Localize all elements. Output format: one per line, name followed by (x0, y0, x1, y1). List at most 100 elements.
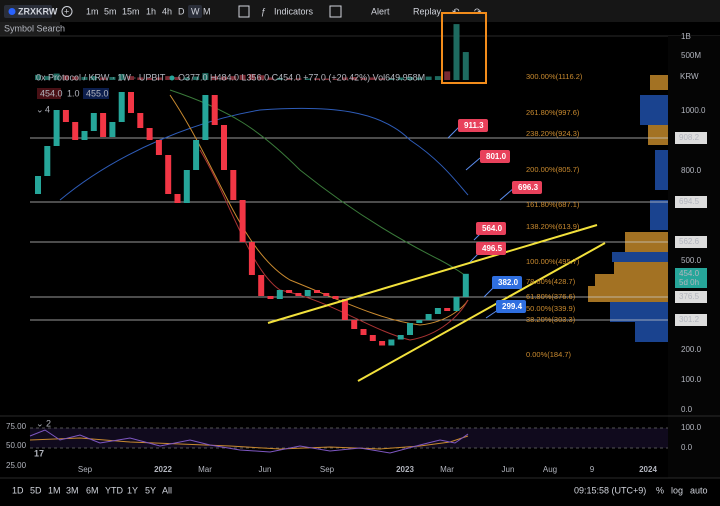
volume-bar (369, 77, 376, 80)
profile-bar (650, 75, 668, 90)
replay-button[interactable]: Replay (413, 6, 442, 16)
volume-bar (416, 77, 423, 80)
layout-icon[interactable] (329, 5, 342, 18)
volume-bars (35, 24, 469, 81)
time-tick: 9 (590, 465, 595, 474)
volume-tick: 1B (681, 32, 691, 41)
price-tick: 100.0 (681, 375, 702, 384)
volume-bar (230, 76, 237, 80)
symbol-box[interactable] (4, 5, 52, 18)
candle (444, 308, 451, 311)
undo[interactable]: ↶ (452, 6, 460, 16)
candle (81, 131, 88, 140)
time-tick: 2024 (639, 465, 657, 474)
ma-blue (59, 107, 469, 201)
candle (146, 128, 153, 140)
callout-box (496, 300, 526, 313)
interval-button[interactable]: 4h (162, 6, 172, 16)
callouts: 911.3 801.0 696.3 564.0 496.5 382.0 299.… (447, 119, 542, 319)
range-button[interactable]: All (162, 485, 172, 495)
candle (239, 200, 246, 242)
callout: 801.0 (486, 152, 507, 161)
range-button[interactable]: YTD (105, 485, 124, 495)
candle (155, 140, 162, 155)
volume-bar (193, 76, 200, 80)
badge (83, 88, 109, 99)
price-tag: 908.2 (679, 133, 700, 142)
rsi-right-tick: 0.0 (681, 443, 693, 452)
range-button[interactable]: 3M (66, 485, 79, 495)
volume-bar (72, 76, 79, 80)
volume-bar (155, 77, 162, 80)
rsi-toggle[interactable]: ⌄ (36, 418, 44, 428)
interval-active (188, 5, 202, 18)
time-tick: Sep (320, 465, 335, 474)
symbol-search-bar[interactable] (0, 22, 60, 36)
range-buttons: 1D 5D 1M 3M 6M YTD 1Y 5Y All (12, 485, 172, 495)
rsi-band (30, 428, 668, 448)
percent-toggle[interactable]: % (656, 485, 664, 495)
chart-type-icon[interactable] (238, 5, 250, 18)
callout-pointer (469, 253, 479, 263)
range-button[interactable]: 1Y (127, 485, 138, 495)
time-axis: Sep 2022 Mar Jun Sep 2023 Mar Jun Aug 9 2024 (78, 465, 658, 474)
volume-bar (62, 75, 69, 80)
legend-toggle[interactable]: ⌄ (36, 104, 44, 114)
range-button[interactable]: 5D (30, 485, 42, 495)
candle (221, 125, 227, 170)
volume-bar (434, 76, 441, 80)
callout: 696.3 (518, 183, 539, 192)
rsi-tick: 75.00 (6, 422, 27, 431)
price-tick: 1000.0 (681, 106, 706, 115)
redo[interactable]: ↷ (474, 6, 482, 16)
symbol[interactable]: ZRXKRW (18, 6, 58, 16)
interval-group: 1m 5m 15m 1h 4h D W M (86, 5, 211, 18)
indicators-button[interactable]: Indicators (274, 6, 314, 16)
interval-button[interactable]: 1h (146, 6, 156, 16)
candle (53, 110, 60, 146)
price-tag: 694.5 (679, 197, 700, 206)
callout-pointer (483, 286, 495, 298)
ma-red (199, 149, 469, 341)
profile-bar (640, 95, 668, 125)
price-axis: KRW 1B 500M 1000.0 800.0 500.0 200.0 100… (675, 32, 707, 414)
candle (100, 113, 107, 137)
rsi-tick: 50.00 (6, 441, 27, 450)
interval-button[interactable]: 15m (122, 6, 140, 16)
volume-bar (351, 76, 358, 80)
volume-bar (165, 76, 172, 80)
range-button[interactable]: 1M (48, 485, 61, 495)
time-tick: Mar (198, 465, 212, 474)
range-button[interactable]: 5Y (145, 485, 156, 495)
range-button[interactable]: 1D (12, 485, 24, 495)
log-toggle[interactable]: log (671, 485, 683, 495)
profile-bar (650, 200, 668, 230)
volume-bar (100, 77, 107, 80)
volume-bar (462, 52, 469, 80)
compare-icon[interactable] (61, 6, 73, 17)
indicator-count[interactable]: 4 (45, 104, 50, 114)
volume-bar (360, 77, 367, 80)
profile-bar (588, 286, 668, 302)
interval-button[interactable]: D (178, 6, 185, 16)
auto-toggle[interactable]: auto (690, 485, 708, 495)
interval-button[interactable]: W (191, 6, 200, 16)
volume-tick: 500M (681, 51, 701, 60)
callout: 564.0 (482, 224, 503, 233)
range-button[interactable]: 6M (86, 485, 99, 495)
candle (174, 194, 181, 203)
interval-button[interactable]: M (203, 6, 211, 16)
price-tag-box (675, 236, 707, 248)
candle (202, 95, 209, 140)
callout-box (476, 242, 506, 255)
interval-button[interactable]: 1m (86, 6, 99, 16)
currency-label: KRW (680, 72, 699, 81)
rsi-count[interactable]: 2 (46, 418, 51, 428)
horizontal-lines (30, 137, 668, 321)
toolbar (0, 0, 720, 22)
candle (341, 299, 348, 320)
interval-button[interactable]: 5m (104, 6, 117, 16)
alert-button[interactable]: Alert (371, 6, 390, 16)
candle (211, 95, 218, 125)
symbol-search[interactable]: Symbol Search (4, 23, 65, 33)
